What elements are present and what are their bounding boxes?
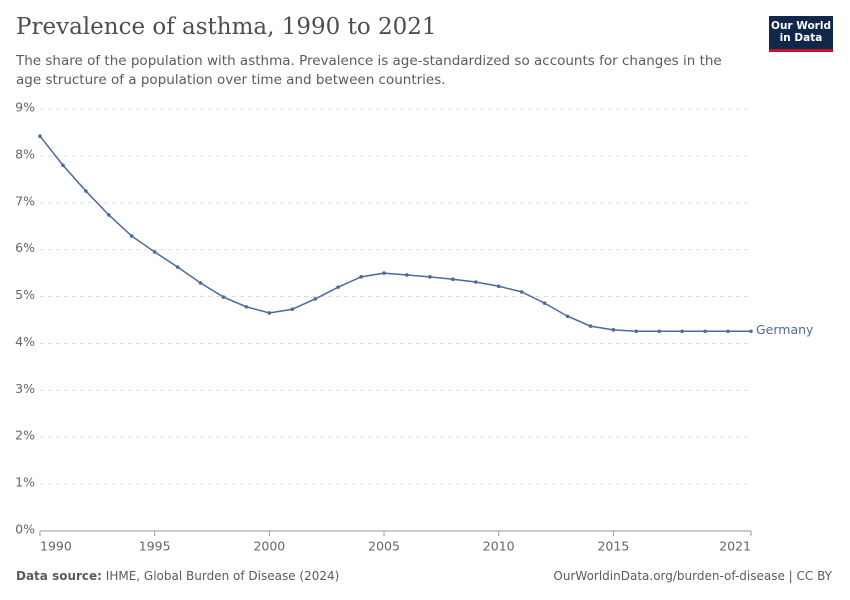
point (588, 324, 593, 328)
point (428, 275, 432, 279)
point (519, 290, 524, 294)
point (313, 297, 318, 301)
y-tick-label: 4% (15, 334, 35, 349)
point (726, 329, 730, 334)
y-tick-label: 5% (15, 287, 35, 302)
point (634, 329, 639, 334)
y-tick-label: 1% (15, 475, 35, 490)
footer-url[interactable]: OurWorldinData.org/burden-of-disease | C… (553, 569, 832, 583)
source: IHME, Global Burden of Disease (2024) (105, 569, 340, 583)
point (703, 329, 707, 334)
point (749, 329, 753, 334)
point (175, 265, 180, 269)
y-tick-label: 2% (15, 428, 35, 443)
series-label: Germany (756, 322, 814, 337)
point (61, 163, 65, 168)
y-tick-label: 6% (15, 240, 35, 255)
point (496, 284, 501, 289)
point (611, 328, 616, 332)
x-tick-label: 1990 (40, 539, 72, 554)
y-tick-label: 9% (15, 100, 35, 115)
x-tick-label: 2015 (597, 539, 629, 554)
chart-subtitle: The share of the population with asthma.… (16, 53, 722, 88)
point (473, 280, 478, 284)
point (221, 295, 226, 299)
point (657, 329, 662, 334)
x-tick-label: 2005 (368, 539, 400, 554)
x-tick-label: 2000 (253, 539, 285, 554)
point (107, 213, 111, 217)
point (290, 307, 295, 312)
point (267, 311, 272, 315)
source-label: Data source: (16, 569, 102, 583)
point (84, 189, 88, 193)
point (359, 275, 363, 279)
y-tick-label: 3% (15, 381, 35, 396)
y-tick-label: 0% (15, 522, 35, 537)
logo[interactable]: Our World in Data (769, 16, 833, 52)
point (451, 277, 455, 282)
x-tick-label: 2010 (483, 539, 515, 554)
point (129, 234, 134, 238)
x-tick-label: 2021 (719, 539, 751, 554)
x-tick-label: 1995 (139, 539, 171, 554)
point (565, 314, 570, 319)
point (198, 281, 203, 285)
chart-title: Prevalence of asthma, 1990 to 2021 (16, 14, 437, 40)
y-tick-label: 8% (15, 146, 35, 161)
point (336, 285, 340, 289)
y-tick-label: 7% (15, 193, 35, 208)
point (382, 271, 386, 275)
point (38, 134, 42, 138)
point (680, 329, 684, 334)
point (542, 301, 547, 305)
point (152, 250, 157, 254)
point (244, 305, 249, 309)
footer-source: Data source: IHME, Global Burden of Dise… (16, 569, 339, 583)
line (39, 135, 751, 333)
point (405, 273, 409, 277)
